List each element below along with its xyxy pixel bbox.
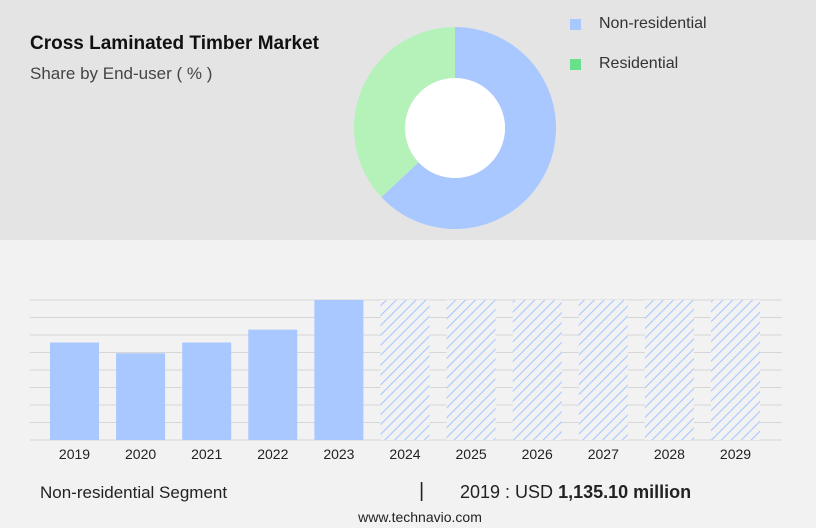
- x-tick-label-2019: 2019: [59, 446, 90, 462]
- footer-value: 2019 : USD 1,135.10 million: [460, 482, 691, 503]
- legend-swatch-residential: [570, 58, 581, 70]
- legend-label-non-residential: Non-residential: [599, 15, 707, 32]
- legend-item-non-residential: Non-residential: [570, 14, 707, 34]
- bar-chart: 2019 2020 2021 2022 2023 2024 2025 2026 2027 2028…: [30, 299, 782, 462]
- x-tick-label-2020: 2020: [125, 446, 156, 462]
- chart-subtitle: Share by End-user ( % ): [30, 64, 213, 83]
- x-tick-label-2024: 2024: [389, 446, 420, 462]
- legend-item-residential: Residential: [570, 54, 678, 74]
- x-tick-label-2028: 2028: [654, 446, 685, 462]
- bar-forecast-2027: [578, 300, 628, 440]
- bar-forecast-2025: [446, 300, 496, 440]
- source-url: www.technavio.com: [358, 509, 482, 525]
- footer-segment-label: Non-residential Segment: [40, 483, 228, 502]
- bar-forecast-2024: [380, 300, 430, 440]
- x-tick-label-2021: 2021: [191, 446, 222, 462]
- x-tick-label-2027: 2027: [588, 446, 619, 462]
- donut-slice-residential: [354, 27, 455, 198]
- footer-value-prefix: 2019 : USD: [460, 482, 554, 502]
- donut-chart: [354, 27, 556, 229]
- footer-value-amount: 1,135.10 million: [558, 482, 692, 502]
- bar-forecast-2029: [711, 300, 760, 440]
- x-tick-label-2022: 2022: [257, 446, 288, 462]
- donut-hole: [405, 78, 505, 178]
- bar-forecast-2026: [512, 300, 562, 440]
- x-tick-label-2026: 2026: [522, 446, 553, 462]
- x-tick-label-2025: 2025: [456, 446, 487, 462]
- bar-2021: [182, 342, 232, 440]
- donut-slice-non-residential: [381, 27, 556, 229]
- x-tick-label-2023: 2023: [323, 446, 354, 462]
- footer-divider: |: [419, 480, 425, 502]
- bar-forecast-2028: [644, 300, 694, 440]
- legend-label-residential: Residential: [599, 55, 679, 72]
- legend-swatch-non-residential: [570, 18, 581, 30]
- bar-2022: [248, 329, 298, 440]
- x-tick-label-2029: 2029: [720, 446, 751, 462]
- bar-2019: [50, 342, 99, 440]
- bar-2020: [116, 353, 166, 440]
- bar-2023: [314, 300, 364, 440]
- chart-title: Cross Laminated Timber Market: [30, 33, 319, 54]
